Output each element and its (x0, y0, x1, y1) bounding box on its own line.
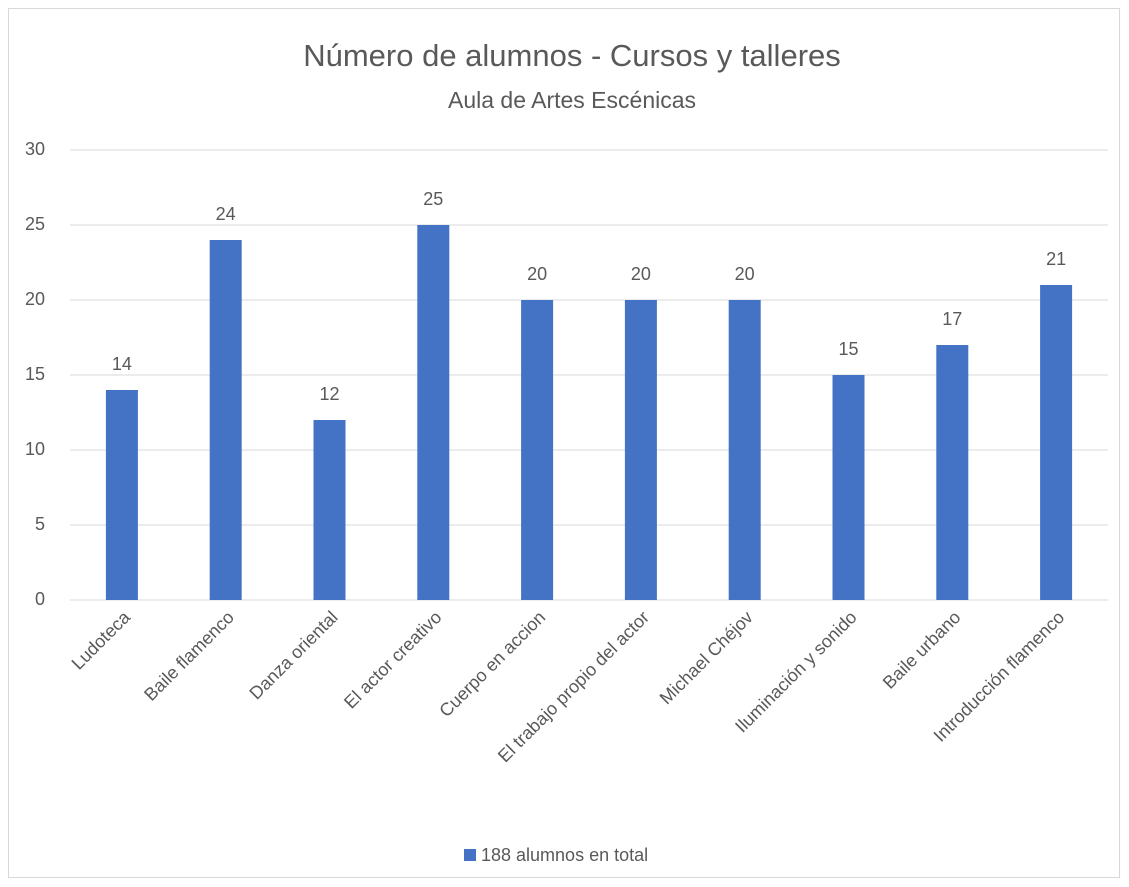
bar (624, 300, 657, 600)
y-tick-label: 10 (25, 439, 45, 459)
legend-swatch (464, 849, 476, 861)
bar (728, 300, 761, 600)
bar (832, 375, 865, 600)
bar (936, 345, 969, 600)
y-tick-label: 5 (35, 514, 45, 534)
y-tick-label: 0 (35, 589, 45, 609)
bar (417, 225, 450, 600)
y-tick-label: 25 (25, 214, 45, 234)
data-label: 20 (735, 264, 755, 284)
data-label: 14 (112, 354, 132, 374)
data-label: 24 (216, 204, 236, 224)
data-label: 21 (1046, 249, 1066, 269)
bar (209, 240, 242, 600)
legend-label: 188 alumnos en total (481, 845, 648, 865)
y-tick-label: 15 (25, 364, 45, 384)
bar (521, 300, 554, 600)
chart-border (8, 8, 1120, 878)
y-tick-label: 20 (25, 289, 45, 309)
chart-subtitle: Aula de Artes Escénicas (448, 87, 696, 113)
data-label: 12 (319, 384, 339, 404)
data-label: 20 (527, 264, 547, 284)
bar (105, 390, 138, 600)
data-label: 15 (838, 339, 858, 359)
chart-title: Número de alumnos - Cursos y talleres (303, 38, 841, 73)
data-label: 17 (942, 309, 962, 329)
data-label: 25 (423, 189, 443, 209)
bar (313, 420, 346, 600)
y-tick-label: 30 (25, 139, 45, 159)
data-label: 20 (631, 264, 651, 284)
bar (1040, 285, 1073, 600)
